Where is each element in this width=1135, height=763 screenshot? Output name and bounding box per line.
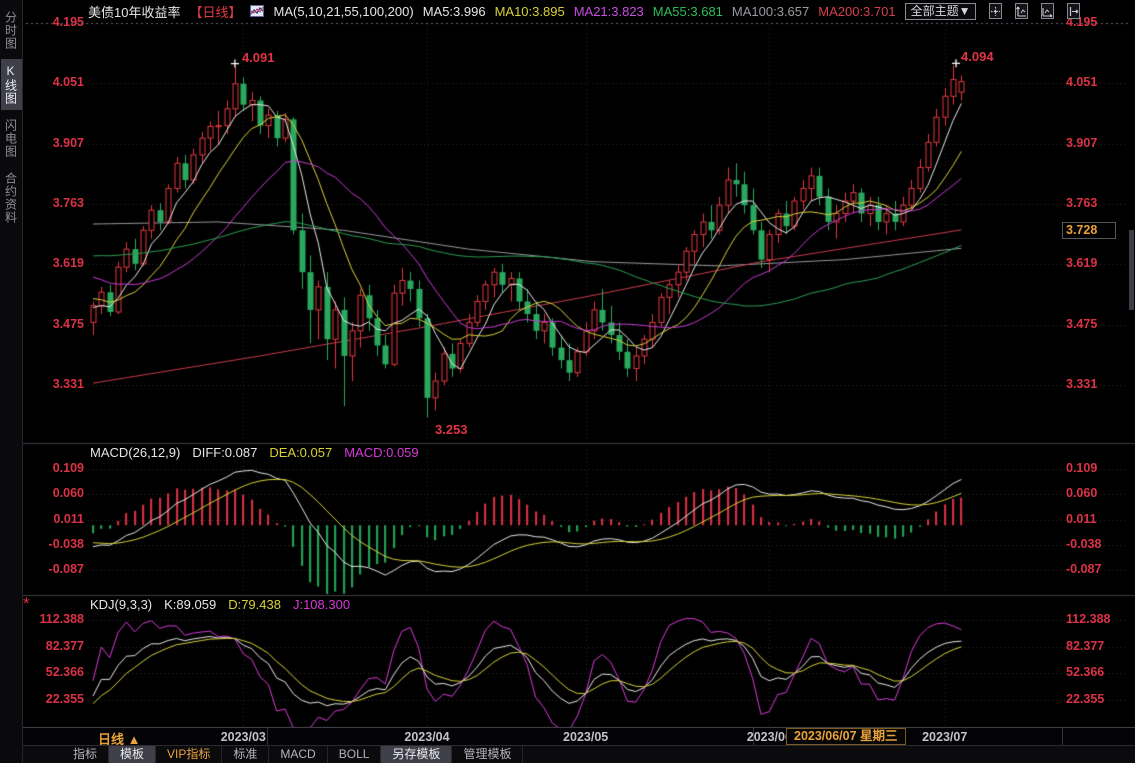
- chart-header: 美债10年收益率 【日线】 MA(5,10,21,55,100,200) MA5…: [88, 0, 1135, 22]
- pop-out-icon[interactable]: [1067, 3, 1081, 19]
- tab-vip-indicators[interactable]: VIP指标: [156, 746, 223, 763]
- macd-panel-header: MACD(26,12,9) DIFF:0.087 DEA:0.057 MACD:…: [90, 445, 419, 460]
- x-axis-divider: [753, 728, 754, 746]
- right-scrollbar-thumb[interactable]: [1129, 230, 1134, 310]
- x-axis-month-label: 2023/05: [563, 730, 609, 744]
- main-y-axis-label-left: 3.331: [52, 376, 84, 391]
- pan-crosshair-icon[interactable]: [989, 3, 1003, 19]
- ma55-value: MA55:3.681: [652, 3, 723, 19]
- tab-templates[interactable]: 模板: [109, 746, 157, 763]
- macd-y-axis-label-right: -0.087: [1066, 562, 1102, 577]
- main-y-axis-label-left: 3.763: [52, 195, 84, 210]
- tab-indicators[interactable]: 指标: [62, 746, 110, 763]
- period-selector[interactable]: 日线 ▲: [98, 732, 141, 747]
- kdj-y-axis-label-right: 112.388: [1066, 612, 1111, 626]
- kdj-y-axis-label-right: 22.355: [1066, 692, 1105, 707]
- main-y-axis-label-left: 3.907: [52, 135, 84, 150]
- theme-dropdown-button[interactable]: 全部主题▼: [904, 2, 977, 20]
- main-y-axis-label-right: 3.475: [1066, 316, 1098, 331]
- tab-boll[interactable]: BOLL: [328, 746, 382, 763]
- price-marker-high-right: 4.094: [961, 49, 994, 65]
- macd-y-axis-label-right: 0.060: [1066, 486, 1098, 501]
- x-axis-month-label: 2023/03: [220, 730, 266, 744]
- macd-y-axis-label-right: 0.011: [1066, 511, 1097, 526]
- line-chart-icon: [250, 5, 265, 17]
- bottom-tab-bar: 指标 模板 VIP指标 标准 MACD BOLL 另存模板 管理模板: [0, 745, 1135, 763]
- price-marker-low: 3.253: [435, 421, 468, 437]
- crosshair-price-tag: 3.728: [1062, 222, 1116, 239]
- ma100-value: MA100:3.657: [731, 3, 810, 19]
- kdj-k-value: K:89.059: [164, 597, 217, 612]
- x-axis-month-label: 2023/06: [746, 730, 792, 744]
- kdj-y-axis-label-left: 112.388: [39, 612, 85, 626]
- macd-y-axis-label-left: -0.038: [48, 536, 84, 551]
- period-tag: 【日线】: [189, 4, 242, 20]
- left-sidebar: 分时图 K线图 闪电图 合约资料: [0, 0, 23, 763]
- x-axis-month-label: 2023/07: [922, 730, 968, 744]
- macd-diff-value: DIFF:0.087: [192, 445, 258, 460]
- tab-standard[interactable]: 标准: [222, 746, 270, 763]
- kdj-params-label: KDJ(9,3,3): [90, 597, 153, 612]
- price-marker-high-left: 4.091: [241, 49, 275, 65]
- indicator-star-icon[interactable]: *: [23, 594, 30, 613]
- axis-zoom-vertical-icon[interactable]: [1015, 3, 1029, 19]
- macd-y-axis-label-right: -0.038: [1066, 536, 1102, 551]
- macd-y-axis-label-left: 0.060: [52, 486, 84, 501]
- kdj-y-axis-label-left: 82.377: [45, 638, 84, 653]
- sidebar-item-lightning-chart[interactable]: 闪电图: [3, 119, 18, 158]
- kdj-d-value: D:79.438: [228, 597, 281, 612]
- macd-y-axis-label-left: 0.011: [53, 511, 84, 526]
- main-y-axis-label-left: 3.475: [52, 316, 84, 331]
- kdj-j-value: J:108.300: [292, 597, 351, 612]
- ma21-value: MA21:3.823: [573, 3, 644, 19]
- tab-save-template[interactable]: 另存模板: [381, 746, 453, 763]
- macd-params-label: MACD(26,12,9): [90, 445, 181, 460]
- main-y-axis-label-right: 4.051: [1066, 75, 1098, 90]
- sidebar-item-contract-info[interactable]: 合约资料: [3, 172, 18, 224]
- macd-macd-value: MACD:0.059: [344, 445, 419, 460]
- main-y-axis-label-right: 3.619: [1066, 256, 1098, 271]
- ma10-value: MA10:3.895: [494, 3, 565, 19]
- crosshair-date-tag: 2023/06/07 星期三: [786, 728, 906, 745]
- axis-zoom-horizontal-icon[interactable]: [1041, 3, 1055, 19]
- sidebar-item-kline-chart[interactable]: K线图: [0, 59, 22, 110]
- kdj-y-axis-label-right: 52.366: [1066, 665, 1105, 680]
- ma-settings-label: MA(5,10,21,55,100,200): [273, 3, 414, 19]
- x-axis-month-label: 2023/04: [404, 730, 450, 744]
- kdj-y-axis-label-left: 22.355: [45, 692, 84, 707]
- main-y-axis-label-left: 3.619: [52, 256, 84, 271]
- x-axis-divider: [1062, 728, 1063, 746]
- x-axis-strip: 日线 ▲ 2023/03 2023/04 2023/05 2023/06 2023/07…: [22, 727, 1135, 747]
- main-y-axis-label-right: 3.907: [1066, 135, 1098, 150]
- kdj-y-axis-label-left: 52.366: [45, 665, 84, 680]
- ma5-value: MA5:3.996: [422, 3, 486, 19]
- macd-y-axis-label-right: 0.109: [1066, 461, 1098, 475]
- instrument-title: 美债10年收益率: [88, 4, 181, 20]
- macd-dea-value: DEA:0.057: [269, 445, 333, 460]
- macd-y-axis-label-left: -0.087: [48, 562, 84, 577]
- main-y-axis-label-left: 4.051: [52, 75, 84, 90]
- kdj-panel-header: KDJ(9,3,3) K:89.059 D:79.438 J:108.300: [90, 597, 350, 612]
- main-y-axis-label-left: 4.195: [52, 15, 84, 29]
- tab-manage-templates[interactable]: 管理模板: [452, 746, 524, 763]
- sidebar-item-time-chart[interactable]: 分时图: [3, 11, 18, 50]
- x-axis-divider: [267, 728, 268, 746]
- macd-y-axis-label-left: 0.109: [52, 461, 84, 475]
- ma200-value: MA200:3.701: [818, 3, 896, 19]
- kdj-y-axis-label-right: 82.377: [1066, 638, 1105, 653]
- main-y-axis-label-right: 3.331: [1066, 376, 1098, 391]
- tab-macd[interactable]: MACD: [269, 746, 328, 763]
- main-y-axis-label-right: 3.763: [1066, 195, 1098, 210]
